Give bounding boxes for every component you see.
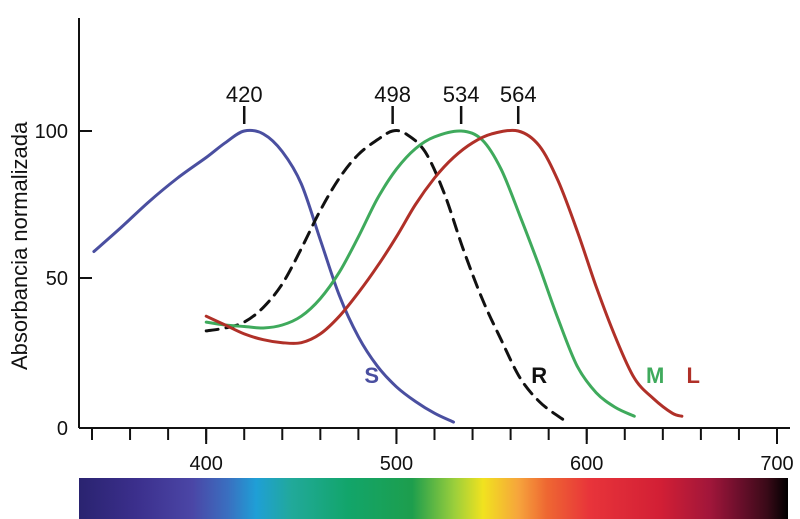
peak-label: 534 (443, 82, 480, 107)
y-tick-label: 50 (46, 268, 68, 290)
x-axis-ticks: 400 500 600 700 (91, 428, 794, 475)
peak-label: 564 (500, 82, 537, 107)
visible-spectrum-bar (79, 478, 788, 519)
series-label-r: R (531, 363, 547, 388)
x-tick-label: 500 (380, 453, 413, 475)
series-label-l: L (687, 363, 700, 388)
series-line-l (204, 128, 684, 418)
series-lines (92, 128, 684, 424)
series-line-r (204, 129, 570, 424)
x-tick-label: 700 (760, 453, 793, 475)
y-axis-ticks: 0 50 100 (35, 121, 92, 440)
peak-label: 420 (226, 82, 263, 107)
x-tick-label: 600 (570, 453, 603, 475)
x-tick-label: 400 (189, 453, 222, 475)
series-label-m: M (646, 363, 664, 388)
y-tick-label: 0 (57, 418, 68, 440)
peak-label: 498 (374, 82, 411, 107)
series-label-s: S (364, 363, 379, 388)
y-axis-title: Absorbancia normalizada (7, 121, 32, 370)
chart-axes (78, 18, 790, 429)
series-line-s (92, 128, 455, 424)
peak-markers: 420 498 534 564 (226, 82, 537, 124)
y-tick-label: 100 (35, 121, 68, 143)
series-line-m (204, 129, 636, 418)
